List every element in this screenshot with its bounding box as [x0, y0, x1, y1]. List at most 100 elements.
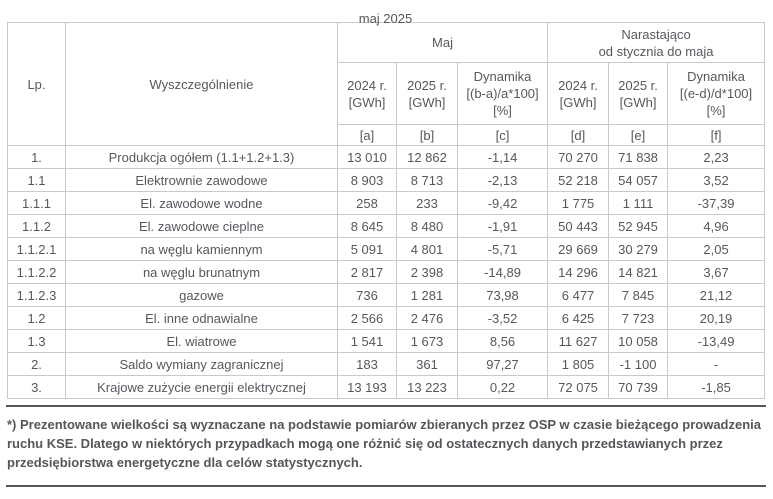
- table-row: 1. Produkcja ogółem (1.1+1.2+1.3) 13 010 12…: [7, 145, 766, 169]
- row-value: 3,52: [667, 168, 766, 192]
- row-lp: 1.1.1: [7, 191, 66, 215]
- col-header-2024-month: 2024 r. [GWh]: [337, 62, 397, 125]
- row-value: 8 480: [396, 214, 458, 238]
- row-value: 7 845: [608, 283, 669, 307]
- row-spec: Elektrownie zawodowe: [65, 168, 338, 192]
- row-lp: 1.1.2: [7, 214, 66, 238]
- row-value: 361: [396, 352, 458, 376]
- row-value: 13 010: [337, 145, 397, 169]
- row-value: 97,27: [456, 352, 549, 376]
- row-value: 1 111: [608, 191, 669, 215]
- row-lp: 2.: [7, 352, 66, 376]
- row-value: 50 443: [547, 214, 610, 238]
- row-value: 736: [337, 283, 397, 307]
- row-spec: El. zawodowe cieplne: [65, 214, 338, 238]
- row-value: -3,52: [456, 306, 549, 330]
- page-title: maj 2025: [358, 11, 413, 26]
- row-spec: gazowe: [65, 283, 338, 307]
- row-lp: 1.1.2.3: [7, 283, 66, 307]
- row-spec: na węglu brunatnym: [65, 260, 338, 284]
- row-value: 233: [396, 191, 458, 215]
- row-value: 10 058: [608, 329, 669, 353]
- row-value: 2,23: [667, 145, 766, 169]
- col-group-cumulative: Narastająco od stycznia do maja: [547, 22, 766, 63]
- row-value: -14,89: [456, 260, 549, 284]
- table-row: 1.1.1 El. zawodowe wodne 258 233 -9,42 1 775 1…: [7, 191, 766, 215]
- row-value: 6 425: [547, 306, 610, 330]
- col-letter-a: [a]: [337, 124, 397, 146]
- table-row: 3. Krajowe zużycie energii elektrycznej 13…: [7, 375, 766, 399]
- row-value: 1 775: [547, 191, 610, 215]
- row-value: 4,96: [667, 214, 766, 238]
- row-value: 30 279: [608, 237, 669, 261]
- row-value: 70 270: [547, 145, 610, 169]
- row-value: 21,12: [667, 283, 766, 307]
- row-value: 72 075: [547, 375, 610, 399]
- row-spec: El. inne odnawialne: [65, 306, 338, 330]
- col-header-dynamics-cumulative: Dynamika [(e-d)/d*100] [%]: [667, 62, 766, 125]
- row-value: 71 838: [608, 145, 669, 169]
- table-row: 1.1.2.3 gazowe 736 1 281 73,98 6 477 7 845 21,1…: [7, 283, 766, 307]
- row-value: 7 723: [608, 306, 669, 330]
- row-value: -13,49: [667, 329, 766, 353]
- row-value: 8,56: [456, 329, 549, 353]
- row-lp: 1.2: [7, 306, 66, 330]
- row-value: 52 945: [608, 214, 669, 238]
- row-lp: 1.1: [7, 168, 66, 192]
- col-letter-b: [b]: [396, 124, 458, 146]
- table-header: Lp. Wyszczególnienie Maj Narastająco od …: [7, 22, 766, 146]
- row-spec: El. zawodowe wodne: [65, 191, 338, 215]
- table-body: 1. Produkcja ogółem (1.1+1.2+1.3) 13 010 12…: [7, 145, 766, 399]
- row-value: 8 645: [337, 214, 397, 238]
- row-value: 1 673: [396, 329, 458, 353]
- col-header-2024-cumulative: 2024 r. [GWh]: [547, 62, 610, 125]
- row-spec: Produkcja ogółem (1.1+1.2+1.3): [65, 145, 338, 169]
- row-value: 14 821: [608, 260, 669, 284]
- row-value: 20,19: [667, 306, 766, 330]
- row-value: 29 669: [547, 237, 610, 261]
- row-value: 8 713: [396, 168, 458, 192]
- row-value: 1 281: [396, 283, 458, 307]
- col-letter-e: [e]: [608, 124, 669, 146]
- table-row: 1.3 El. wiatrowe 1 541 1 673 8,56 11 627 10 05…: [7, 329, 766, 353]
- row-value: 13 223: [396, 375, 458, 399]
- row-value: 52 218: [547, 168, 610, 192]
- footnote: *) Prezentowane wielkości są wyznaczane …: [7, 417, 762, 470]
- table-row: 1.1.2 El. zawodowe cieplne 8 645 8 480 -1,91…: [7, 214, 766, 238]
- col-header-dynamics-month: Dynamika [(b-a)/a*100] [%]: [456, 62, 549, 125]
- divider-top: [6, 405, 766, 407]
- row-spec: na węglu kamiennym: [65, 237, 338, 261]
- col-header-lp: Lp.: [7, 22, 66, 146]
- row-spec: Saldo wymiany zagranicznej: [65, 352, 338, 376]
- row-value: 12 862: [396, 145, 458, 169]
- row-value: 1 541: [337, 329, 397, 353]
- row-value: 13 193: [337, 375, 397, 399]
- row-value: -5,71: [456, 237, 549, 261]
- header-sub-row: 2024 r. [GWh] 2025 r. [GWh] Dynamika [(b…: [8, 62, 766, 125]
- col-letter-d: [d]: [547, 124, 610, 146]
- row-value: 4 801: [396, 237, 458, 261]
- row-lp: 3.: [7, 375, 66, 399]
- row-value: 2 566: [337, 306, 397, 330]
- row-value: 2 817: [337, 260, 397, 284]
- row-value: 70 739: [608, 375, 669, 399]
- row-value: -9,42: [456, 191, 549, 215]
- row-value: 183: [337, 352, 397, 376]
- row-value: 3,67: [667, 260, 766, 284]
- row-value: -37,39: [667, 191, 766, 215]
- row-spec: El. wiatrowe: [65, 329, 338, 353]
- row-spec: Krajowe zużycie energii elektrycznej: [65, 375, 338, 399]
- row-value: -1,91: [456, 214, 549, 238]
- row-value: -1,14: [456, 145, 549, 169]
- energy-table: Lp. Wyszczególnienie Maj Narastająco od …: [7, 22, 766, 399]
- table-row: 1.1.2.2 na węglu brunatnym 2 817 2 398 -14,8…: [7, 260, 766, 284]
- row-lp: 1.1.2.1: [7, 237, 66, 261]
- row-value: 2,05: [667, 237, 766, 261]
- col-letter-f: [f]: [667, 124, 766, 146]
- row-value: 1 805: [547, 352, 610, 376]
- col-header-2025-cumulative: 2025 r. [GWh]: [608, 62, 669, 125]
- row-value: 2 398: [396, 260, 458, 284]
- row-value: 2 476: [396, 306, 458, 330]
- table-row: 2. Saldo wymiany zagranicznej 183 361 97,27 1…: [7, 352, 766, 376]
